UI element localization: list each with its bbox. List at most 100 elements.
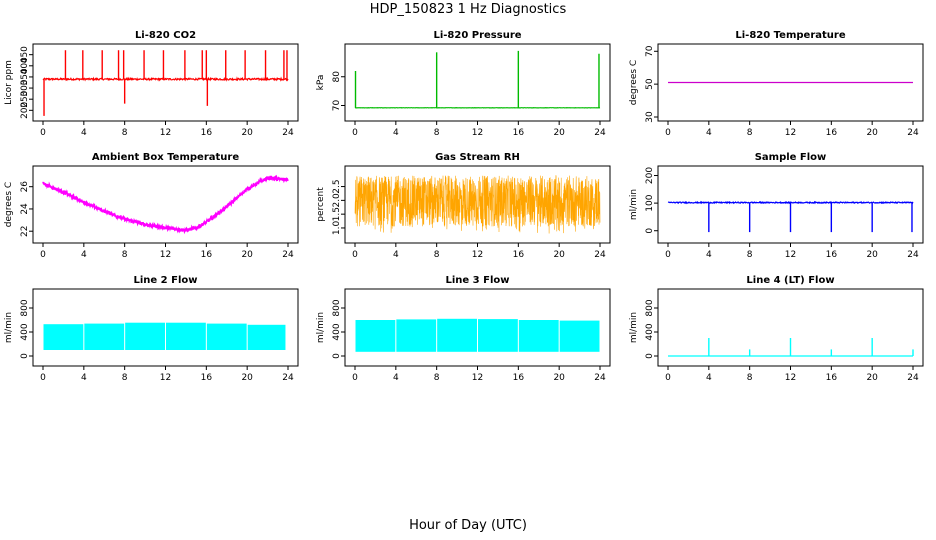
x-tick-label: 12 <box>472 128 483 138</box>
chart-panel: Ambient Box Temperature 0 4 8 12 16 20 24 22 24 26… <box>4 152 299 260</box>
x-tick-label: 16 <box>513 373 525 383</box>
chart-panel: Li-820 Temperature 0 4 8 12 16 20 24 30 50 70 degre… <box>629 30 924 138</box>
chart-panel: Line 3 Flow 0 4 8 12 16 20 24 0 400 800 ml/min <box>316 275 611 383</box>
x-tick-label: 12 <box>160 128 171 138</box>
data-layer <box>43 322 286 350</box>
chart-title: Ambient Box Temperature <box>92 152 239 163</box>
x-tick-label: 12 <box>472 373 483 383</box>
x-tick-label: 4 <box>706 373 712 383</box>
x-tick-label: 4 <box>706 250 712 260</box>
x-tick-label: 12 <box>785 250 796 260</box>
chart-title: Gas Stream RH <box>435 152 520 163</box>
y-tick-label: 26 <box>20 181 30 193</box>
x-tick-label: 8 <box>434 373 440 383</box>
flow-segment <box>437 318 477 352</box>
x-tick-label: 8 <box>747 373 753 383</box>
x-tick-label: 16 <box>201 250 213 260</box>
x-tick-label: 24 <box>594 128 606 138</box>
x-tick-label: 8 <box>747 250 753 260</box>
y-tick-label: 0 <box>20 353 30 359</box>
flow-segment <box>84 323 125 350</box>
x-tick-label: 0 <box>40 128 46 138</box>
x-tick-label: 20 <box>866 250 878 260</box>
x-tick-label: 8 <box>747 128 753 138</box>
flow-segment <box>355 320 396 352</box>
chart-title: Line 3 Flow <box>446 275 510 286</box>
x-tick-label: 0 <box>665 128 671 138</box>
x-tick-label: 0 <box>40 373 46 383</box>
x-tick-label: 24 <box>282 373 294 383</box>
x-tick-label: 24 <box>907 128 919 138</box>
y-tick-label: 800 <box>332 299 342 316</box>
data-layer <box>42 50 289 116</box>
x-tick-label: 12 <box>785 373 796 383</box>
x-tick-label: 8 <box>434 250 440 260</box>
x-tick-label: 0 <box>352 128 358 138</box>
plot-frame <box>344 43 611 122</box>
x-tick-label: 4 <box>81 128 87 138</box>
x-tick-label: 16 <box>826 373 838 383</box>
plot-frame <box>32 165 299 244</box>
x-tick-label: 8 <box>122 128 128 138</box>
y-tick-label: 200 <box>20 101 30 118</box>
x-tick-label: 24 <box>282 250 294 260</box>
data-layer <box>668 338 914 357</box>
x-tick-label: 12 <box>160 250 171 260</box>
y-tick-label: 30 <box>645 111 655 123</box>
x-tick-label: 4 <box>81 373 87 383</box>
x-tick-label: 12 <box>472 250 483 260</box>
flow-segment <box>206 323 247 350</box>
x-tick-label: 20 <box>866 128 878 138</box>
x-tick-label: 12 <box>785 128 796 138</box>
x-tick-label: 20 <box>553 128 565 138</box>
y-axis-label: degrees C <box>4 182 14 227</box>
x-tick-label: 8 <box>122 373 128 383</box>
y-axis-label: ml/min <box>316 312 326 343</box>
x-tick-label: 20 <box>241 250 253 260</box>
chart-panel: Line 4 (LT) Flow 0 4 8 12 16 20 24 0 400 800 ml/min <box>629 275 924 383</box>
chart-title: Line 4 (LT) Flow <box>746 275 834 286</box>
series-line <box>42 76 289 82</box>
flow-segment <box>125 322 165 350</box>
y-tick-label: 0 <box>332 353 342 359</box>
flow-segment <box>247 324 286 350</box>
x-tick-label: 0 <box>40 250 46 260</box>
y-axis-label: percent <box>316 187 326 222</box>
x-tick-label: 4 <box>393 128 399 138</box>
y-tick-label: 50 <box>645 78 655 90</box>
x-tick-label: 20 <box>241 128 253 138</box>
y-tick-label: 250 <box>20 90 30 107</box>
chart-title: Sample Flow <box>755 152 827 163</box>
x-tick-label: 24 <box>594 373 606 383</box>
x-tick-label: 4 <box>81 250 87 260</box>
flow-segment <box>559 320 600 352</box>
flow-segment <box>478 319 518 352</box>
y-tick-label: 350 <box>20 68 30 85</box>
x-tick-label: 16 <box>513 250 525 260</box>
x-tick-label: 8 <box>434 128 440 138</box>
x-tick-label: 20 <box>553 373 565 383</box>
x-tick-label: 8 <box>122 250 128 260</box>
x-tick-label: 16 <box>513 128 525 138</box>
x-tick-label: 16 <box>201 128 213 138</box>
y-axis-label: ml/min <box>629 312 639 343</box>
x-tick-label: 20 <box>866 373 878 383</box>
x-tick-label: 4 <box>393 250 399 260</box>
y-tick-label: 24 <box>20 203 30 215</box>
x-tick-label: 4 <box>706 128 712 138</box>
x-tick-label: 16 <box>826 250 838 260</box>
chart-title: Li-820 Temperature <box>735 30 845 41</box>
flow-segment <box>396 319 437 352</box>
x-tick-label: 24 <box>907 373 919 383</box>
flow-segment <box>518 320 559 352</box>
y-axis-label: kPa <box>316 75 326 91</box>
y-axis-label: Licor ppm <box>4 60 14 105</box>
x-tick-label: 24 <box>282 128 294 138</box>
y-tick-label: 1.0 <box>332 221 342 236</box>
series-line <box>354 175 601 234</box>
chart-panel: Li-820 Pressure 0 4 8 12 16 20 24 70 80 kPa <box>316 30 611 138</box>
y-tick-label: 2.0 <box>332 193 342 208</box>
chart-title: Li-820 Pressure <box>433 30 521 41</box>
y-axis-label: ml/min <box>4 312 14 343</box>
